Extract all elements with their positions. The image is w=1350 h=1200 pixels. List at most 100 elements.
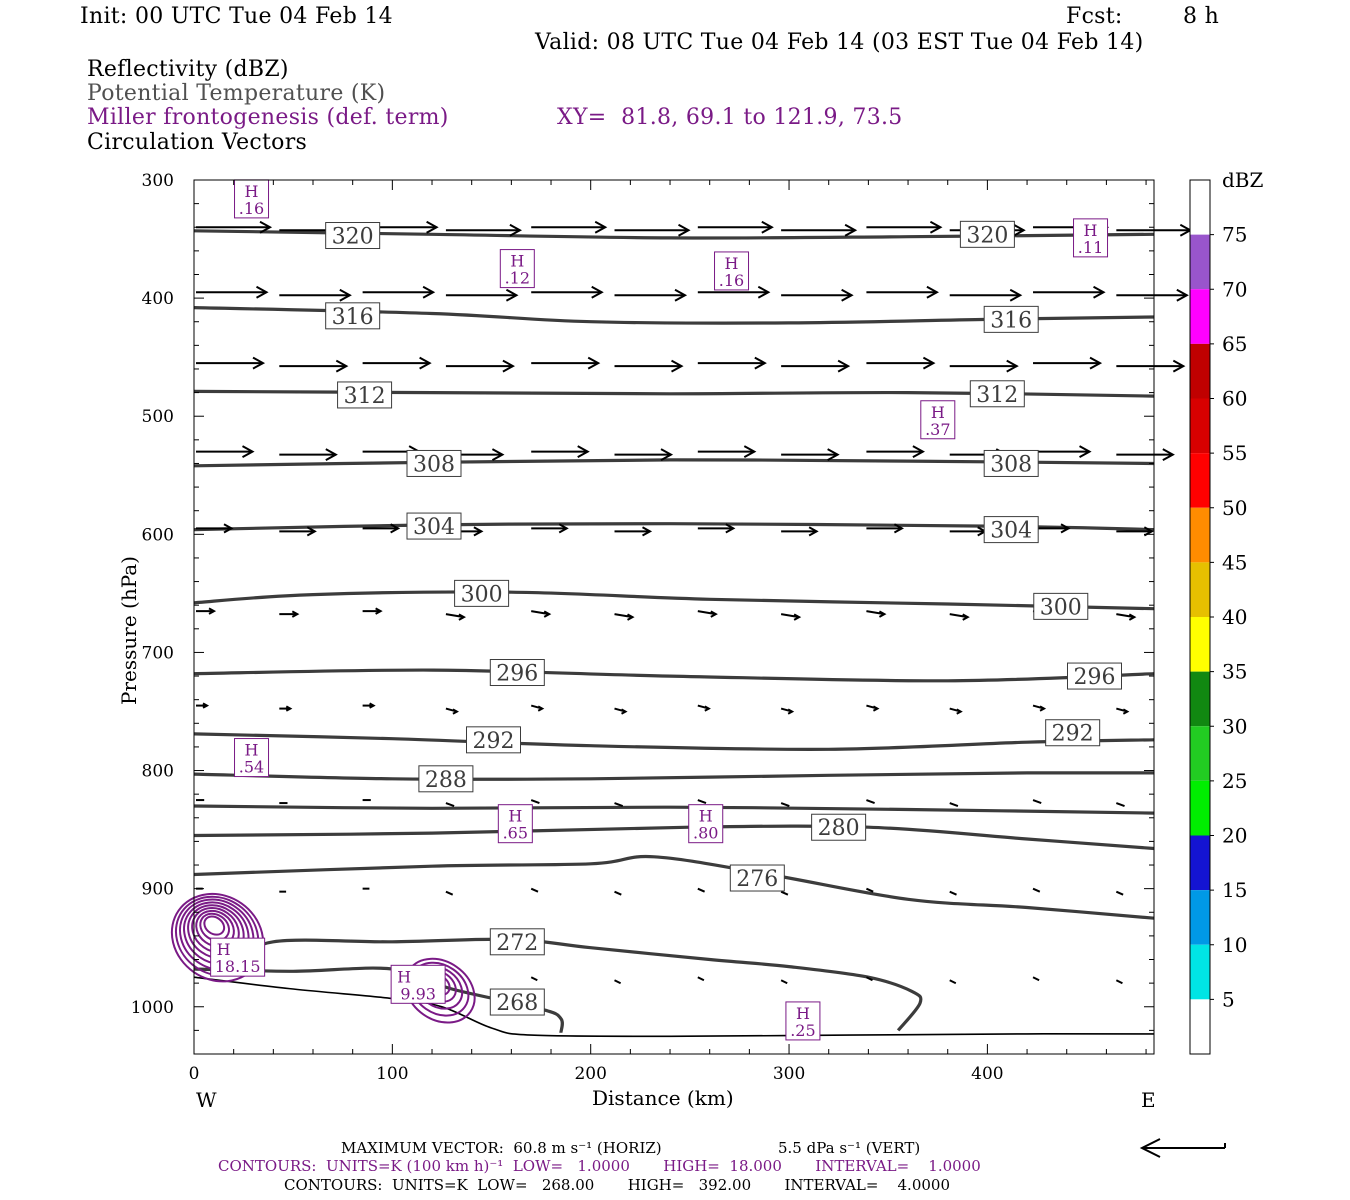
contours-theta: CONTOURS: UNITS=K LOW= 268.00 HIGH= 392.… [284,1176,950,1194]
vector-shaft [780,890,789,896]
theta-labels: 320 320 316 316 312 312 308 308 304 304 300 300 296 2… [325,220,1122,1016]
y-tick-label: 600 [142,525,174,545]
colorbar-segment [1190,999,1210,1054]
theta-label-320: 320 [325,222,381,250]
y-axis-label: Pressure (hPa) [117,556,141,705]
colorbar-label: 55 [1222,441,1247,465]
colorbar-segment [1190,398,1210,454]
vector-head [208,607,217,615]
vector-head [929,220,943,234]
vector-shaft [780,979,788,985]
colorbar-label: 25 [1222,769,1247,793]
frontogenesis-high-value: .80 [693,824,718,843]
theta-label-280: 280 [811,813,867,841]
vector-head [1089,356,1103,370]
vector-head [1128,613,1137,621]
colorbar-label: 10 [1222,933,1247,957]
frontogenesis-high-letter: H [796,1004,810,1023]
frontogenesis-high-value: .25 [790,1021,815,1040]
vector-shaft [614,890,622,896]
theta-label-text: 308 [990,452,1032,477]
theta-contour-300 [193,590,1155,611]
vector-head [325,448,338,462]
vector-head [259,220,273,234]
frontogenesis-highs: H.16H.12H.16H.11H.37H.54H.65H.80H18.15H9… [210,179,1109,1041]
vector-shaft [697,976,705,982]
frontogenesis-high-box [920,400,956,440]
theta-label-box [983,449,1039,477]
plot-frame [193,179,1155,1055]
vector-head [1079,445,1092,459]
theta-label-text: 288 [425,768,467,793]
theta-label-300: 300 [1033,592,1089,620]
vector-head [491,448,505,462]
y-tick-label: 400 [142,289,174,309]
frontogenesis-high-value: .54 [239,758,264,777]
vector-head [757,285,771,299]
vector-head [335,359,349,373]
colorbar-label: 65 [1222,332,1247,356]
theta-label-288: 288 [418,765,474,793]
colorbar-segment [1190,890,1210,945]
vector-shaft [614,979,622,985]
colorbar-label: 70 [1222,277,1247,301]
frontogenesis-high: H.16 [714,251,750,291]
theta-label-text: 272 [496,931,538,956]
vector-head [1176,288,1189,302]
colorbar-label: 50 [1222,496,1247,520]
vector-head [1093,285,1106,299]
vector-head [893,523,904,534]
frontogenesis-high-letter: H [245,182,259,201]
theta-label-304: 304 [406,512,462,540]
frontogenesis-high-letter: H [1084,221,1098,240]
theta-contour-288 [193,771,1155,781]
theta-contour-276 [193,854,1155,920]
x-axis-label: Distance (km) [592,1086,734,1110]
theta-label-text: 292 [1052,722,1094,747]
frontogenesis-high: H.25 [785,1001,821,1041]
vector-shaft [530,976,538,982]
theta-label-300: 300 [454,579,510,607]
vector-shaft [1115,802,1125,808]
colorbar-title: dBZ [1222,168,1264,192]
vector-head [1172,359,1186,373]
vector-head [710,610,718,618]
theta-label-box [1066,662,1122,690]
theta-contour-280 [193,824,1155,851]
vector-head [926,285,939,299]
frontogenesis-high-box [1073,218,1109,258]
frontogenesis-high: H.65 [497,804,533,844]
y-tick-label: 700 [142,643,174,663]
frontogenesis-high-box [234,738,270,778]
colorbar-segment [1190,180,1210,235]
vector-shaft [697,799,707,805]
theta-label-text: 320 [966,223,1008,248]
frontogenesis-high-letter: H [931,403,945,422]
theta-label-text: 304 [990,519,1032,544]
theta-contour-268 [193,966,564,1033]
vector-head [509,223,522,237]
circulation-vectors [196,220,1193,985]
x-tick-label: 0 [189,1064,200,1084]
y-tick-label: 500 [142,407,174,427]
frontogenesis-high: H18.15 [210,937,266,977]
theta-label-text: 304 [413,515,455,540]
colorbar-label: 45 [1222,550,1247,574]
theta-label-text: 300 [1040,595,1082,620]
vector-head [1162,448,1175,462]
vector-head [956,708,963,715]
vector-head [252,356,266,370]
theta-label-box [983,305,1039,333]
vector-head [837,359,851,373]
colorbar-label: 60 [1222,387,1247,411]
vector-head [577,445,590,459]
frontogenesis-high-letter: H [397,967,411,986]
theta-label-292: 292 [466,726,522,754]
theta-label-box [337,381,393,409]
frontogenesis-high-box [499,249,535,289]
frontogenesis-high-letter: H [245,741,259,760]
vector-head [375,607,383,615]
theta-label-276: 276 [729,864,785,892]
vector-head [339,288,352,302]
